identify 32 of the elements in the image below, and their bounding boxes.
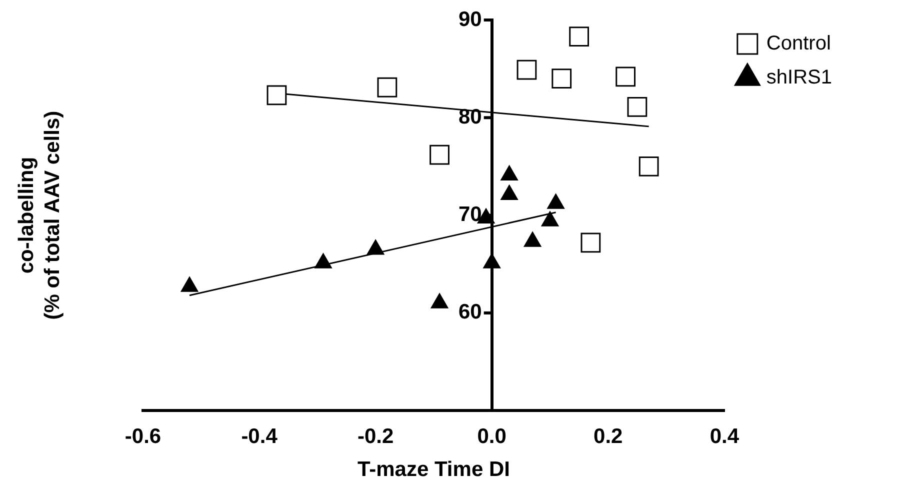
point <box>638 156 659 176</box>
x-axis-title: T-maze Time DI <box>357 458 510 482</box>
y-axis-title: co-labelling (% of total AAV cells) <box>14 110 64 320</box>
point <box>180 276 198 292</box>
point <box>552 68 572 89</box>
point <box>266 85 287 106</box>
x-tick-label: 0.2 <box>594 424 623 448</box>
point <box>430 293 448 308</box>
x-tick-label: 0.0 <box>477 424 506 448</box>
point <box>627 96 648 117</box>
point <box>314 253 332 268</box>
point <box>569 26 590 47</box>
point <box>430 144 450 165</box>
y-tick-label: 70 <box>458 203 482 226</box>
x-tick-label: -0.6 <box>124 424 162 448</box>
point <box>500 185 518 200</box>
x-tick-label: 0.4 <box>710 424 740 448</box>
point <box>483 253 500 268</box>
point <box>516 60 537 80</box>
point <box>524 232 542 247</box>
point <box>616 66 636 87</box>
x-tick-label: -0.4 <box>241 424 278 448</box>
y-tick-label: 60 <box>458 300 482 324</box>
legend-label: shIRS1 <box>766 66 832 89</box>
x-tick-label: -0.2 <box>357 424 394 448</box>
point <box>541 211 559 226</box>
point <box>500 166 518 181</box>
point <box>547 194 564 209</box>
legend-label: Control <box>766 32 831 55</box>
point <box>377 77 398 98</box>
point <box>367 240 384 255</box>
y-tick-label: 90 <box>458 8 482 31</box>
